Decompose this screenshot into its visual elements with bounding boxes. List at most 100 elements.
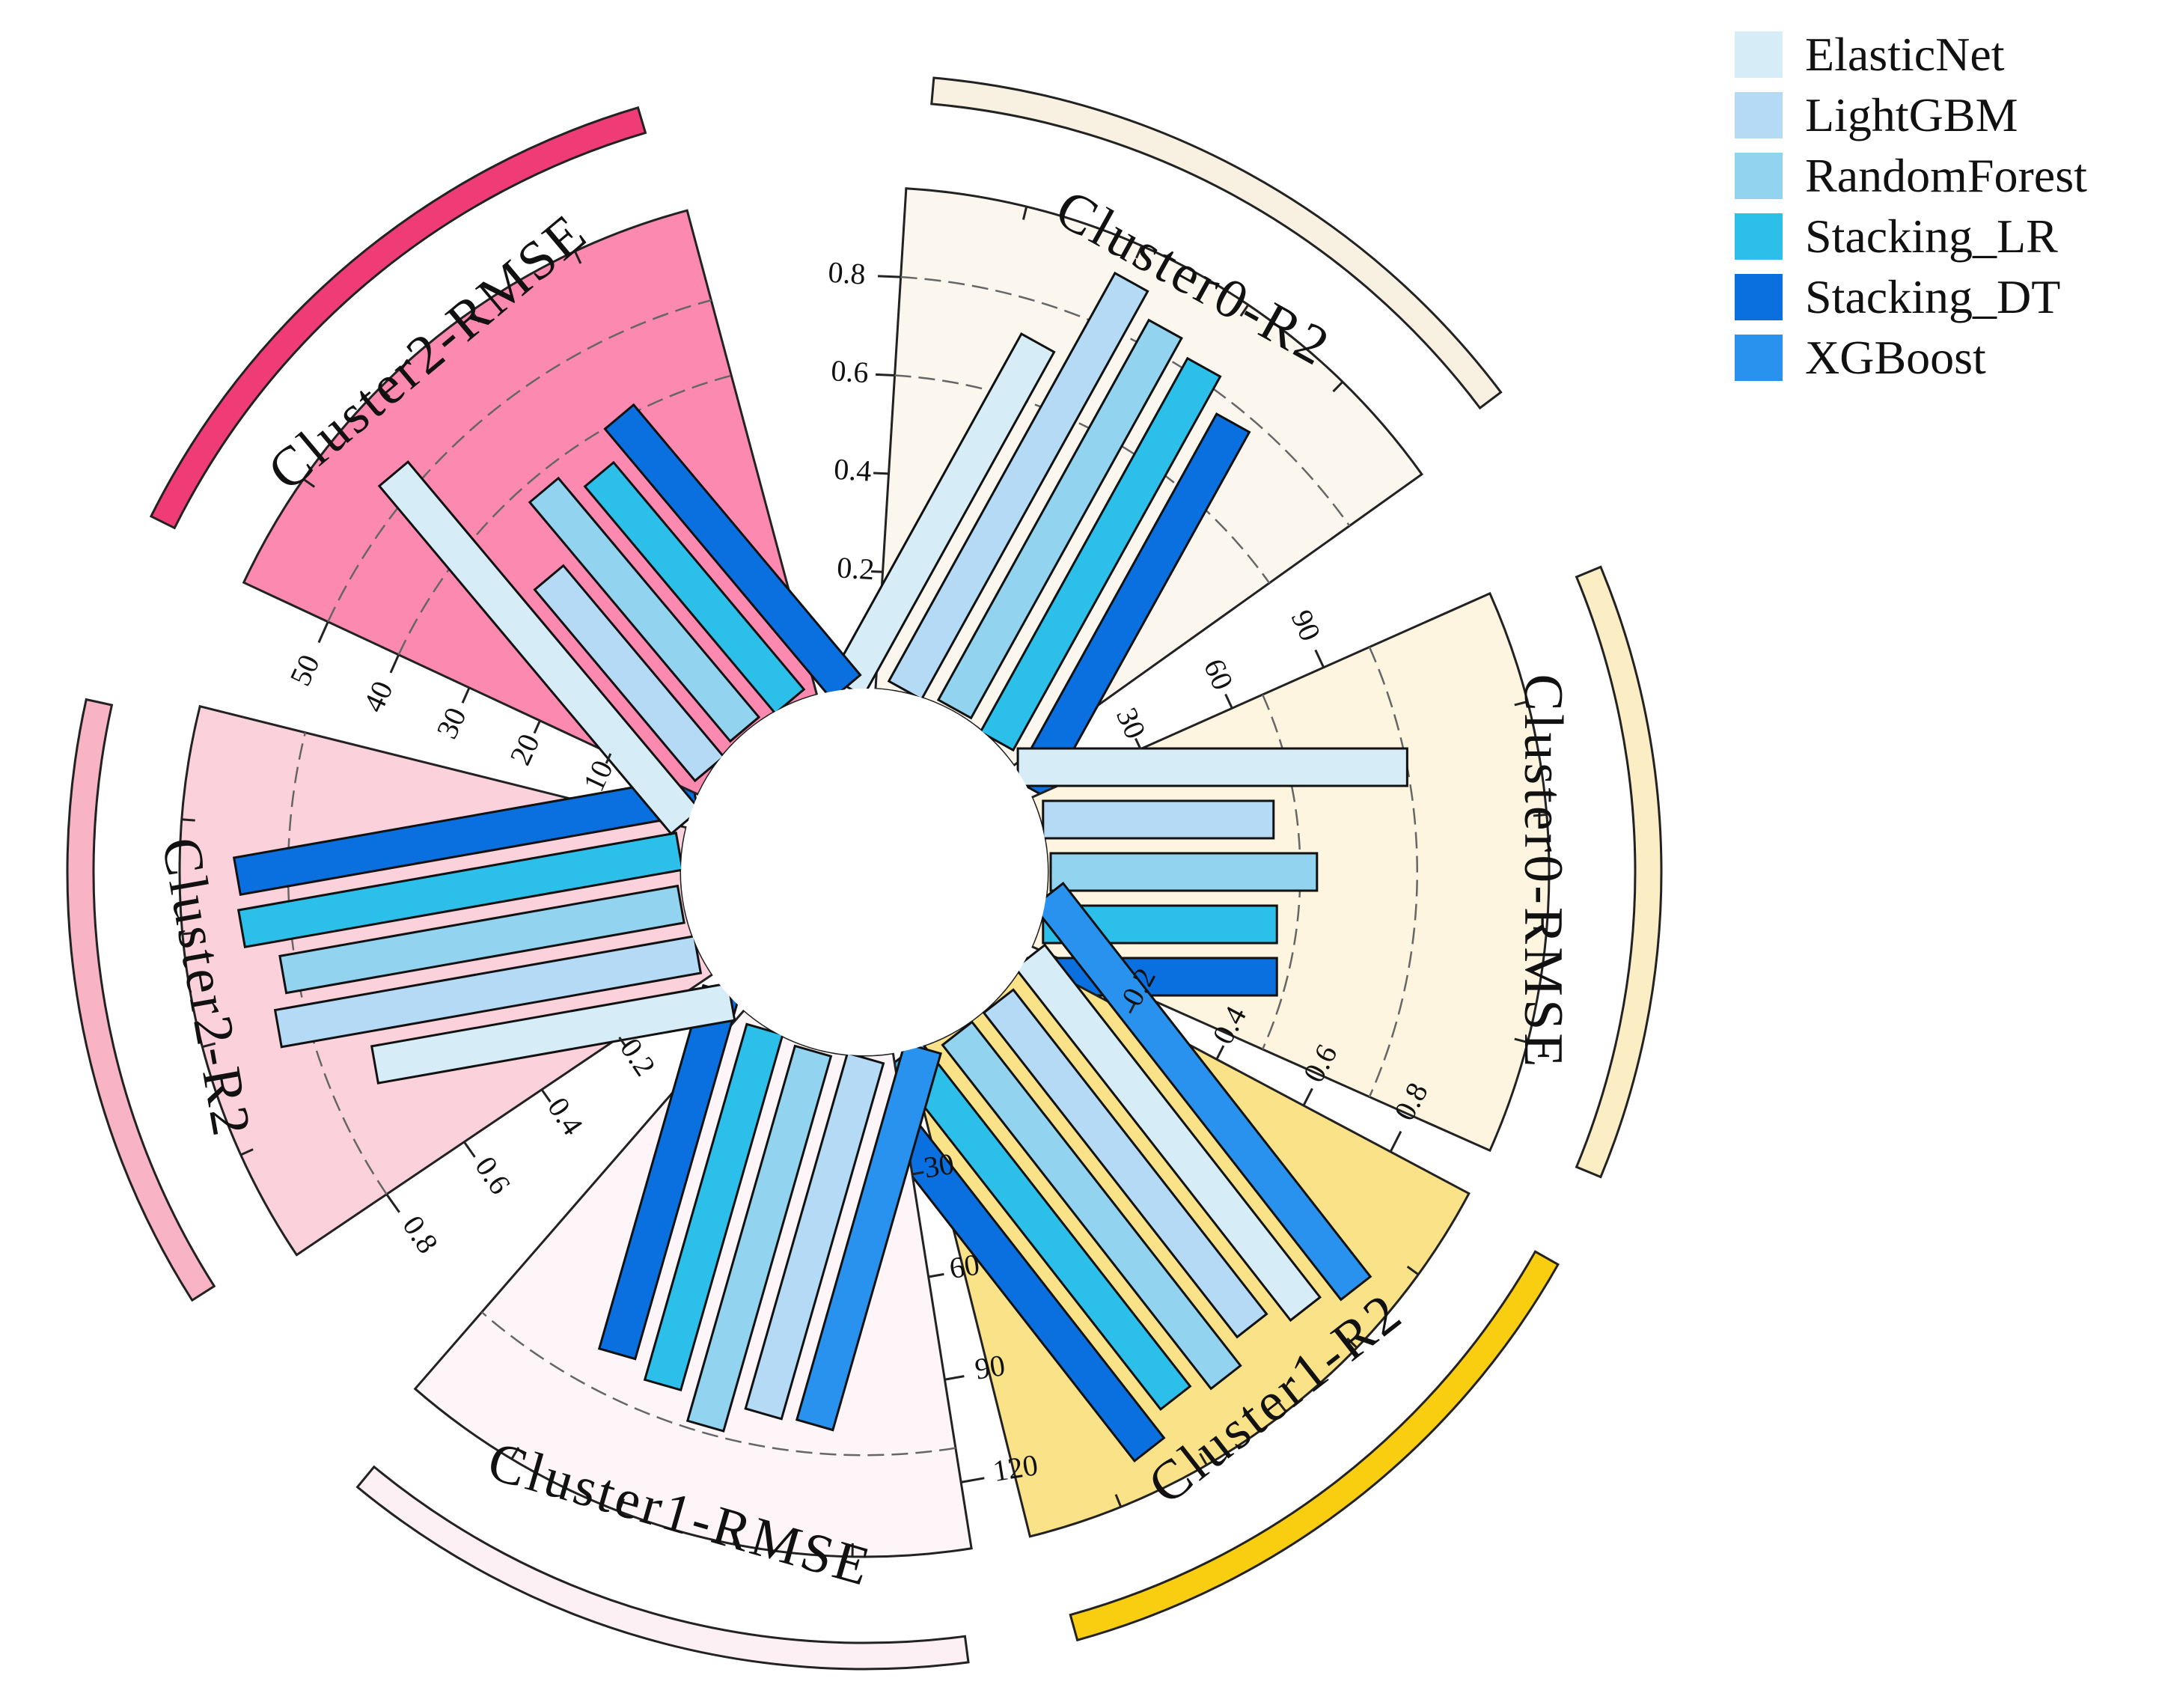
edge-tick	[470, 310, 480, 323]
legend-swatch-stacking-lr	[1735, 213, 1783, 260]
edge-tick	[240, 1148, 254, 1156]
axis-tick-label: 30	[430, 702, 473, 743]
legend-swatch-elasticnet	[1735, 31, 1783, 78]
panel-ring	[66, 698, 216, 1302]
legend-label-stacking-lr: Stacking_LR	[1805, 209, 2058, 263]
axis-tick	[463, 1141, 476, 1158]
grid-arc	[397, 374, 732, 656]
axis-tick	[912, 1171, 924, 1176]
bar-randomforest	[278, 884, 685, 995]
edge-tick	[201, 1042, 216, 1049]
axis-tick	[960, 1477, 985, 1483]
axis-tick-label: 0.4	[833, 452, 873, 488]
axis-tick	[1135, 738, 1142, 750]
legend-item-randomforest: RandomForest	[1735, 145, 2087, 206]
axis-tick-label: 30	[921, 1147, 956, 1185]
axis-tick	[1389, 1130, 1402, 1153]
edge-tick	[617, 1498, 625, 1512]
edge-tick	[1199, 1453, 1208, 1466]
axis-tick-label: 90	[1285, 605, 1328, 646]
bar-randomforest	[1049, 852, 1319, 892]
bar-lightgbm	[533, 564, 726, 783]
legend-item-stacking-dt: Stacking_DT	[1735, 266, 2087, 327]
bar-stacking-lr	[583, 460, 806, 716]
legend-item-elasticnet: ElasticNet	[1735, 24, 2087, 85]
axis-tick	[1224, 693, 1233, 709]
bar-lightgbm	[887, 271, 1149, 701]
axis-tick	[540, 1088, 552, 1102]
axis-tick	[389, 654, 400, 674]
bar-stacking-dt	[603, 403, 862, 701]
bar-randomforest	[936, 318, 1183, 720]
axis-tick-label: 0.6	[830, 353, 870, 389]
edge-tick	[1406, 1266, 1420, 1276]
axis-tick	[618, 1037, 627, 1048]
edge-tick	[379, 386, 391, 398]
edge-tick	[1514, 1037, 1528, 1044]
legend-item-stacking-lr: Stacking_LR	[1735, 206, 2087, 266]
legend-item-xgboost: XGBoost	[1735, 327, 2087, 388]
legend-label-xgboost: XGBoost	[1805, 330, 1986, 384]
bar-randomforest	[685, 1044, 833, 1433]
bar-lightgbm	[982, 988, 1268, 1339]
axis-tick-label: 20	[503, 729, 546, 770]
axis-tick-label: 0.8	[827, 255, 867, 291]
axis-tick	[1215, 1045, 1225, 1060]
legend-swatch-stacking-dt	[1735, 273, 1783, 320]
bar-lightgbm	[273, 935, 703, 1049]
bar-elasticnet	[1016, 747, 1408, 787]
edge-tick	[1514, 700, 1528, 707]
legend-swatch-xgboost	[1735, 334, 1783, 381]
bar-lightgbm	[1042, 799, 1275, 840]
edge-tick	[182, 931, 196, 936]
axis-tick	[944, 1375, 965, 1381]
panel-ring	[930, 76, 1503, 410]
axis-tick-label: 0.6	[468, 1150, 517, 1201]
bar-stacking-lr	[979, 356, 1222, 752]
center-hole	[681, 689, 1048, 1055]
bar-randomforest	[941, 1020, 1242, 1391]
panel-cluster0-rmse: 30 60 90 Cluster0-RMSE	[1016, 565, 1663, 1179]
axis-tick	[317, 621, 329, 644]
edge-tick	[1533, 927, 1547, 931]
panel-ring	[1069, 1250, 1560, 1642]
panel-ring	[355, 1465, 970, 1671]
edge-tick	[1332, 381, 1344, 393]
edge-tick	[1239, 304, 1250, 317]
legend-item-lightgbm: LightGBM	[1735, 85, 2087, 145]
grid-arc	[480, 1311, 956, 1457]
axis-tick	[878, 275, 901, 278]
axis-tick	[1129, 1002, 1136, 1014]
edge-tick	[302, 478, 316, 488]
legend-label-lightgbm: LightGBM	[1805, 88, 2018, 141]
panel-ring	[1575, 565, 1663, 1179]
axis-tick-label: 120	[991, 1448, 1040, 1488]
bar-stacking-lr	[236, 832, 684, 948]
grid-arc	[1368, 647, 1418, 1097]
axis-tick-label: 30	[1110, 703, 1152, 744]
axis-tick	[461, 687, 471, 704]
grid-arc	[327, 299, 712, 623]
axis-tick	[873, 472, 889, 475]
bar-randomforest	[528, 476, 761, 743]
legend-label-randomforest: RandomForest	[1805, 148, 2087, 202]
edge-tick	[510, 1447, 520, 1460]
legend-swatch-lightgbm	[1735, 91, 1783, 138]
axis-tick	[928, 1272, 944, 1278]
axis-tick	[385, 1193, 400, 1213]
panel-ring	[149, 106, 647, 530]
edge-tick	[732, 1531, 738, 1545]
panel-cluster0-r2: 0.20.40.60.8 Cluster0-R2	[827, 76, 1503, 799]
axis-tick-label: 0.8	[396, 1210, 445, 1260]
bar-stacking-dt	[1012, 412, 1251, 799]
edge-tick	[1022, 206, 1028, 220]
axis-tick-label: 60	[1197, 653, 1240, 695]
axis-tick-label: 90	[972, 1348, 1007, 1386]
edge-tick	[1533, 813, 1547, 817]
axis-tick	[1302, 1088, 1313, 1106]
panel-title: Cluster0-RMSE	[1512, 674, 1574, 1070]
edge-tick	[1346, 1338, 1358, 1349]
chart-legend: ElasticNet LightGBM RandomForest Stackin…	[1735, 24, 2087, 388]
